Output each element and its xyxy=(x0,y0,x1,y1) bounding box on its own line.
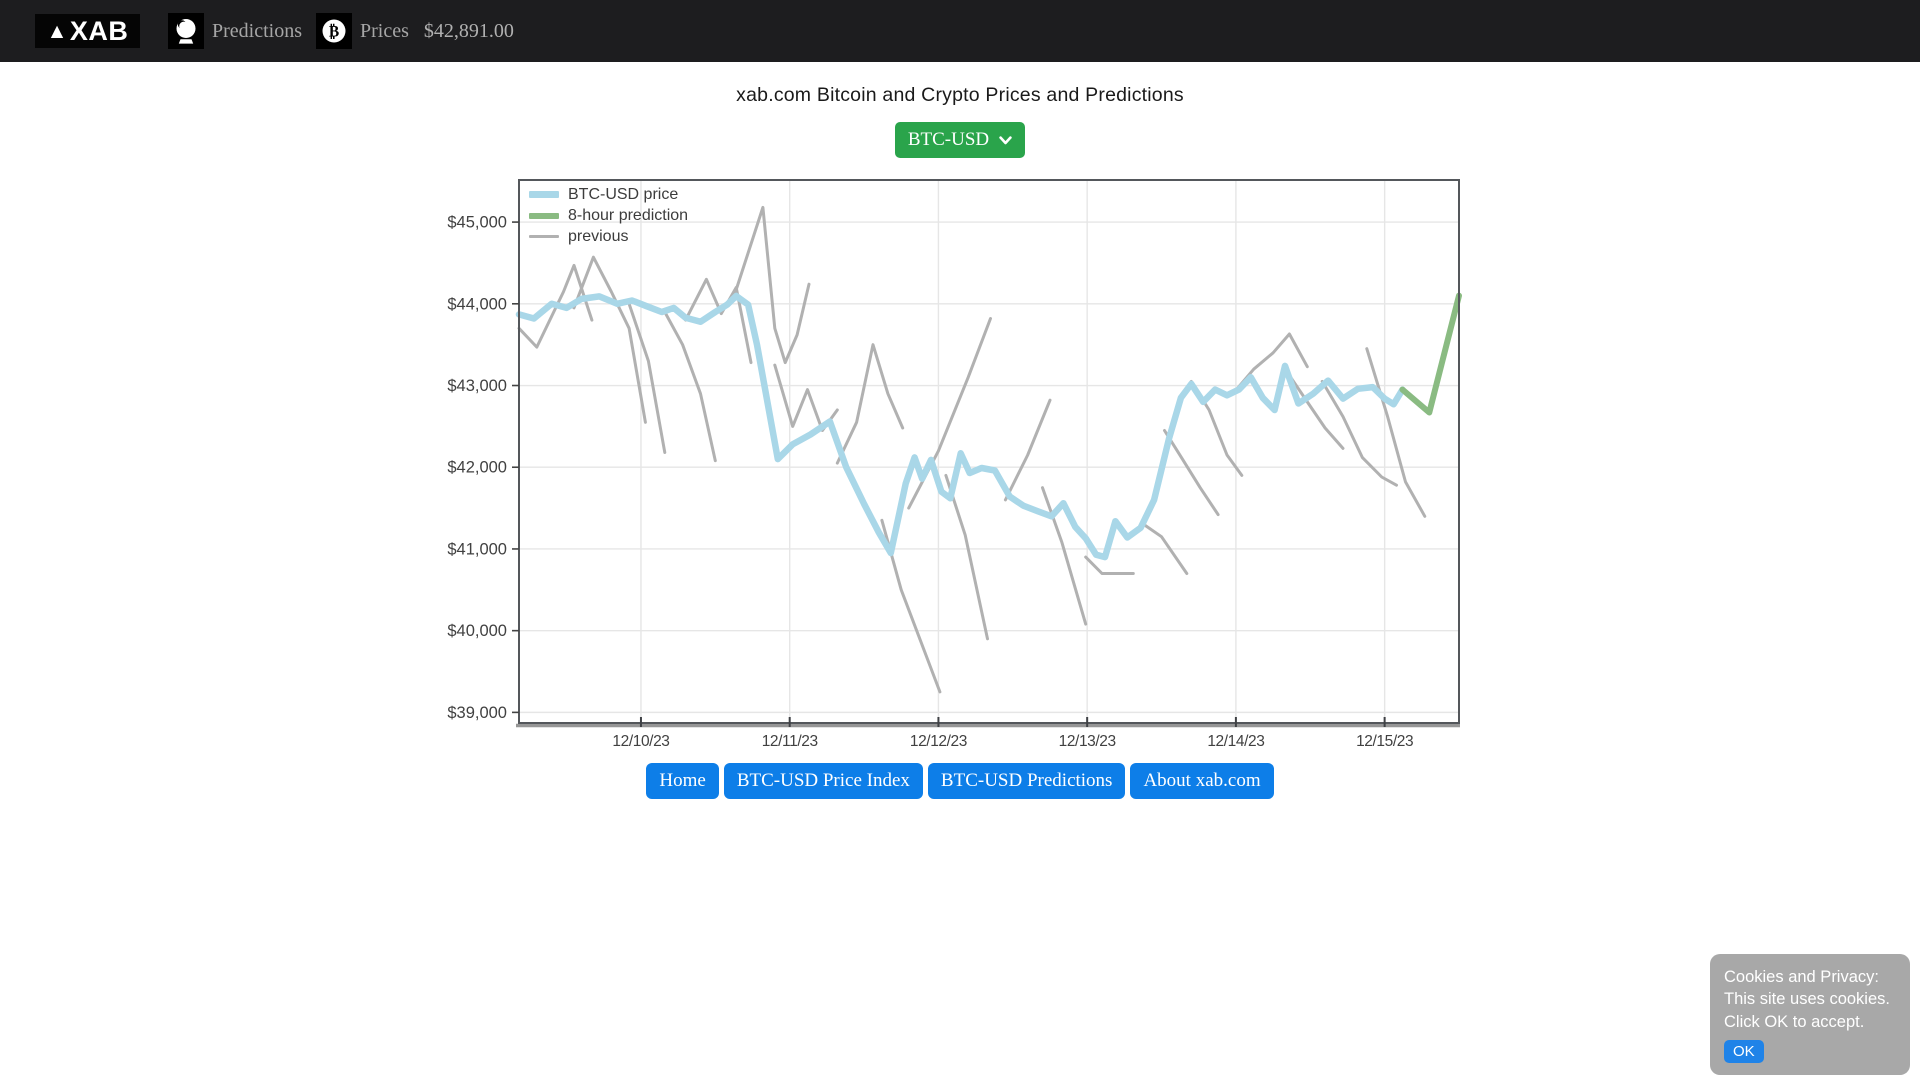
nav-item-predictions[interactable]: Predictions xyxy=(168,13,302,49)
pair-selector-row: BTC-USD xyxy=(0,122,1920,158)
footer-nav: Home BTC-USD Price Index BTC-USD Predict… xyxy=(0,763,1920,799)
nav-item-label: Prices xyxy=(360,19,409,42)
legend-item-previous[interactable]: previous xyxy=(529,228,688,245)
nav-item-prices[interactable]: ₿ Prices xyxy=(316,13,409,49)
about-button[interactable]: About xab.com xyxy=(1130,763,1274,799)
page-title: xab.com Bitcoin and Crypto Prices and Pr… xyxy=(736,84,1184,106)
bitcoin-icon: ₿ xyxy=(316,13,352,49)
previous-prediction-line xyxy=(1286,371,1345,450)
predictions-button[interactable]: BTC-USD Predictions xyxy=(927,763,1126,799)
home-button[interactable]: Home xyxy=(646,763,719,799)
previous-prediction-line xyxy=(1084,555,1135,575)
y-tick-label: $44,000 xyxy=(447,295,507,313)
previous-prediction-line xyxy=(684,277,753,365)
previous-prediction-line xyxy=(1163,429,1220,517)
legend-swatch-previous xyxy=(529,235,559,238)
logo[interactable]: ▲ XAB xyxy=(35,14,140,48)
previous-prediction-line xyxy=(835,343,905,465)
chevron-down-icon xyxy=(999,135,1012,145)
pair-select-dropdown[interactable]: BTC-USD xyxy=(894,122,1026,158)
y-tick-label: $41,000 xyxy=(447,540,507,558)
chart-legend: BTC-USD price 8-hour prediction previous xyxy=(529,186,688,245)
y-tick-label: $39,000 xyxy=(447,704,507,722)
nav-item-label: Predictions xyxy=(212,19,302,42)
previous-prediction-line xyxy=(731,205,811,365)
cookie-banner: Cookies and Privacy: This site uses cook… xyxy=(1710,953,1910,1075)
y-tick-label: $42,000 xyxy=(447,459,507,477)
x-tick-label: 12/15/23 xyxy=(1356,733,1413,750)
logo-text: XAB xyxy=(69,15,129,46)
previous-prediction-line xyxy=(1320,379,1398,487)
price-chart[interactable]: $39,000 $40,000 $41,000 $42,000 $43,000 $44,0… xyxy=(447,179,1462,750)
price-index-button[interactable]: BTC-USD Price Index xyxy=(723,763,923,799)
x-tick-label: 12/11/23 xyxy=(762,733,818,750)
cookie-text-line: Cookies and Privacy: xyxy=(1724,967,1879,986)
x-tick-label: 12/12/23 xyxy=(910,733,967,750)
price-line xyxy=(515,292,1406,561)
logo-triangle-icon: ▲ xyxy=(46,19,68,43)
crystal-ball-icon xyxy=(168,13,204,49)
navbar: ▲ XAB Predictions ₿ Prices $42,891.00 xyxy=(0,0,1920,62)
legend-item-price[interactable]: BTC-USD price xyxy=(529,186,688,203)
previous-prediction-line xyxy=(663,310,717,463)
previous-prediction-line xyxy=(627,302,667,454)
svg-text:₿: ₿ xyxy=(329,22,339,40)
y-tick-label: $45,000 xyxy=(447,214,507,232)
legend-swatch-price xyxy=(529,191,559,198)
y-tick-label: $40,000 xyxy=(447,622,507,640)
x-tick-label: 12/14/23 xyxy=(1207,733,1264,750)
previous-prediction-line xyxy=(1365,347,1427,518)
legend-label: 8-hour prediction xyxy=(568,206,689,224)
y-tick-label: $43,000 xyxy=(447,377,507,395)
legend-label: BTC-USD price xyxy=(568,185,679,203)
pair-select-value: BTC-USD xyxy=(907,129,990,150)
cookie-text-line: This site uses cookies. xyxy=(1724,990,1890,1009)
previous-prediction-line xyxy=(572,255,647,424)
price-chart-canvas[interactable]: $39,000 $40,000 $41,000 $42,000 $43,000 $44,0… xyxy=(447,179,1462,750)
previous-prediction-line xyxy=(1142,522,1189,575)
legend-label: previous xyxy=(568,227,629,245)
previous-prediction-line xyxy=(517,263,594,349)
cookie-text-line: Click OK to accept. xyxy=(1724,1012,1865,1031)
prediction-line xyxy=(1399,292,1462,416)
cookie-ok-button[interactable]: OK xyxy=(1724,1040,1764,1063)
chart-border xyxy=(518,179,1460,724)
previous-prediction-line xyxy=(1041,486,1088,626)
legend-item-prediction[interactable]: 8-hour prediction xyxy=(529,207,688,224)
x-tick-label: 12/13/23 xyxy=(1059,733,1116,750)
x-tick-label: 12/10/23 xyxy=(612,733,669,750)
btc-price-ticker: $42,891.00 xyxy=(423,19,514,42)
legend-swatch-prediction xyxy=(529,212,559,219)
previous-prediction-line xyxy=(1003,398,1052,502)
